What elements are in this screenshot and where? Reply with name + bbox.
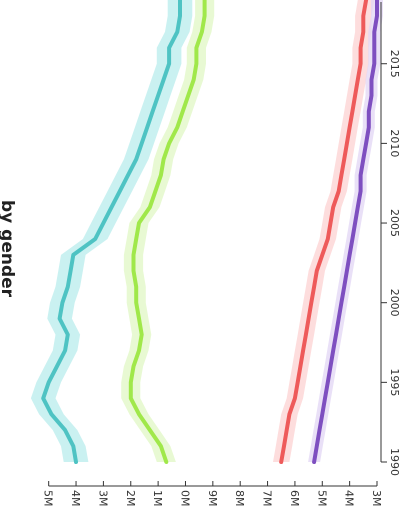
value-tick-label: 3M <box>370 490 383 507</box>
series-band-3 <box>273 0 375 462</box>
chart-title: by gender <box>0 200 17 298</box>
value-tick-label: 5M <box>42 490 55 507</box>
series-line-3 <box>279 0 369 464</box>
year-tick-label: 2000 <box>388 289 401 317</box>
value-tick-label: 0M <box>178 490 191 507</box>
value-tick-label: 6M <box>288 490 301 507</box>
series-line-2 <box>128 0 207 464</box>
series-line-4 <box>312 0 379 464</box>
value-tick-label: 7M <box>261 490 274 507</box>
value-tick-label: 1M <box>151 490 164 507</box>
year-tick-label: 2010 <box>388 129 401 157</box>
axes: 3M 4M 5M 6M 7M 8M 9M 0M 1M 2M 3M 4M 5M 1990 1995 2000 20… <box>42 2 401 507</box>
year-tick-label: 1995 <box>388 368 401 396</box>
year-tick-label: 2015 <box>388 50 401 78</box>
series-line-1 <box>41 0 182 464</box>
series-lines <box>41 0 379 464</box>
value-tick-label: 3M <box>96 490 109 507</box>
year-tick-label: 2005 <box>388 209 401 237</box>
value-tick-label: 4M <box>69 490 82 507</box>
series-band-4 <box>308 0 383 462</box>
value-tick-label: 8M <box>233 490 246 507</box>
value-tick-label: 9M <box>206 490 219 507</box>
value-tick-label: 2M <box>124 490 137 507</box>
series-band-2 <box>121 0 215 462</box>
value-tick-label: 4M <box>343 490 356 507</box>
value-tick-label: 5M <box>315 490 328 507</box>
year-tick-label: 1990 <box>388 448 401 476</box>
